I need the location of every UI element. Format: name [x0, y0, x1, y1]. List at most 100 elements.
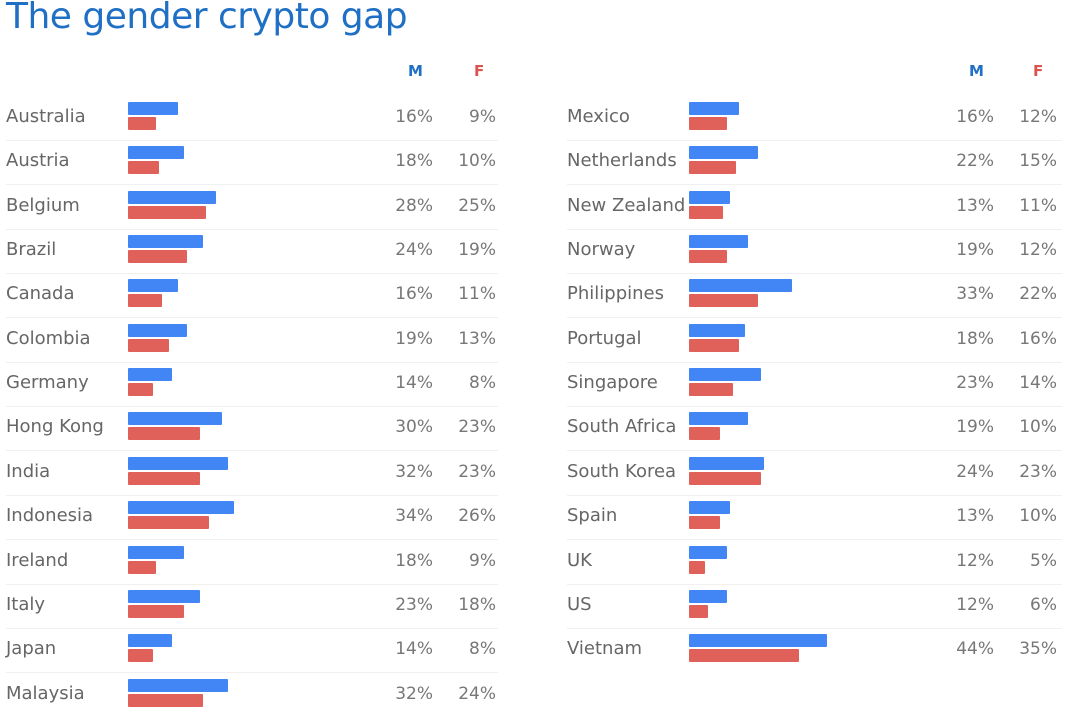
bar-m — [689, 235, 749, 249]
value-m: 18% — [395, 151, 433, 172]
value-m: 24% — [395, 240, 433, 261]
country-label: Japan — [6, 638, 57, 660]
bar-f — [689, 161, 736, 175]
value-m: 22% — [956, 151, 994, 172]
value-m: 18% — [956, 328, 994, 349]
table-row: Colombia 19% 13% — [6, 318, 498, 363]
value-m: 19% — [956, 240, 994, 261]
country-label: Hong Kong — [6, 416, 104, 438]
bar-m — [689, 279, 793, 293]
value-f: 15% — [1019, 151, 1057, 172]
value-m: 32% — [395, 683, 433, 704]
value-f: 8% — [469, 373, 496, 394]
value-f: 12% — [1019, 107, 1057, 127]
legend-f: F — [474, 62, 485, 80]
bar-m — [689, 412, 749, 426]
bar-m — [128, 146, 185, 160]
table-row: US 12% 6% — [567, 584, 1062, 629]
value-m: 14% — [395, 373, 433, 394]
bar-m — [128, 368, 172, 382]
table-row: Canada 16% 11% — [6, 273, 498, 319]
bar-f — [128, 383, 154, 397]
table-row: South Africa 19% 10% — [567, 406, 1062, 452]
bar-f — [689, 205, 724, 219]
country-label: Australia — [6, 106, 86, 127]
country-label: US — [567, 593, 592, 615]
bar-f — [128, 649, 154, 663]
value-f: 24% — [458, 683, 496, 704]
table-row: Austria 18% 10% — [6, 140, 498, 186]
value-m: 16% — [956, 107, 994, 127]
bar-m — [128, 102, 179, 115]
country-label: South Africa — [567, 416, 677, 438]
bar-m — [128, 545, 185, 559]
value-f: 5% — [1030, 550, 1057, 571]
table-row: Belgium 28% 25% — [6, 185, 498, 230]
table-row: Malaysia 32% 24% — [6, 673, 498, 717]
country-label: Spain — [567, 505, 618, 527]
value-m: 44% — [956, 639, 994, 660]
country-label: Italy — [6, 593, 46, 615]
value-m: 12% — [956, 550, 994, 571]
value-m: 30% — [395, 417, 433, 438]
country-label: Mexico — [567, 106, 630, 127]
chart-title: The gender crypto gap — [6, 0, 408, 37]
value-m: 12% — [956, 594, 994, 615]
table-row: Hong Kong 30% 23% — [6, 406, 498, 452]
bar-m — [128, 190, 216, 204]
bar-f — [128, 604, 185, 618]
value-f: 26% — [458, 506, 496, 527]
value-f: 8% — [469, 639, 496, 660]
table-row: Philippines 33% 22% — [567, 273, 1062, 319]
legend-m: M — [969, 62, 984, 80]
bar-f — [689, 516, 721, 530]
value-f: 23% — [1019, 461, 1057, 482]
bar-f — [689, 471, 761, 485]
value-m: 18% — [395, 550, 433, 571]
table-row: Italy 23% 18% — [6, 584, 498, 629]
country-label: India — [6, 460, 51, 482]
bar-f — [128, 205, 207, 219]
value-f: 16% — [1019, 328, 1057, 349]
value-f: 11% — [458, 284, 496, 305]
table-row: Spain 13% 10% — [567, 495, 1062, 541]
value-f: 18% — [458, 594, 496, 615]
value-f: 25% — [458, 195, 496, 216]
country-label: UK — [567, 549, 592, 571]
table-row: Germany 14% 8% — [6, 362, 498, 408]
bar-m — [128, 456, 229, 470]
bar-f — [128, 693, 204, 707]
bar-m — [128, 279, 179, 293]
bar-m — [689, 368, 761, 382]
bar-f — [128, 560, 157, 574]
country-label: Malaysia — [6, 682, 85, 704]
bar-m — [128, 678, 229, 692]
value-f: 6% — [1030, 594, 1057, 615]
value-f: 22% — [1019, 284, 1057, 305]
value-m: 14% — [395, 639, 433, 660]
country-label: Belgium — [6, 194, 80, 216]
country-label: Norway — [567, 239, 636, 261]
country-label: Germany — [6, 372, 89, 394]
country-label: Ireland — [6, 549, 69, 571]
country-label: Indonesia — [6, 505, 94, 527]
bar-f — [128, 294, 163, 308]
bar-f — [689, 117, 727, 130]
bar-m — [128, 412, 222, 426]
value-f: 12% — [1019, 240, 1057, 261]
table-row: South Korea 24% 23% — [567, 451, 1062, 496]
table-row: UK 12% 5% — [567, 540, 1062, 585]
table-row: New Zealand 13% 11% — [567, 185, 1062, 230]
table-row: Mexico 16% 12% — [567, 96, 1062, 141]
value-m: 13% — [956, 506, 994, 527]
value-m: 16% — [395, 284, 433, 305]
bar-f — [689, 338, 740, 352]
legend-m: M — [408, 62, 423, 80]
country-label: New Zealand — [567, 194, 686, 216]
value-f: 10% — [1019, 417, 1057, 438]
value-m: 28% — [395, 195, 433, 216]
bar-m — [689, 545, 727, 559]
value-f: 10% — [458, 151, 496, 172]
bar-m — [128, 501, 235, 515]
bar-f — [689, 604, 708, 618]
